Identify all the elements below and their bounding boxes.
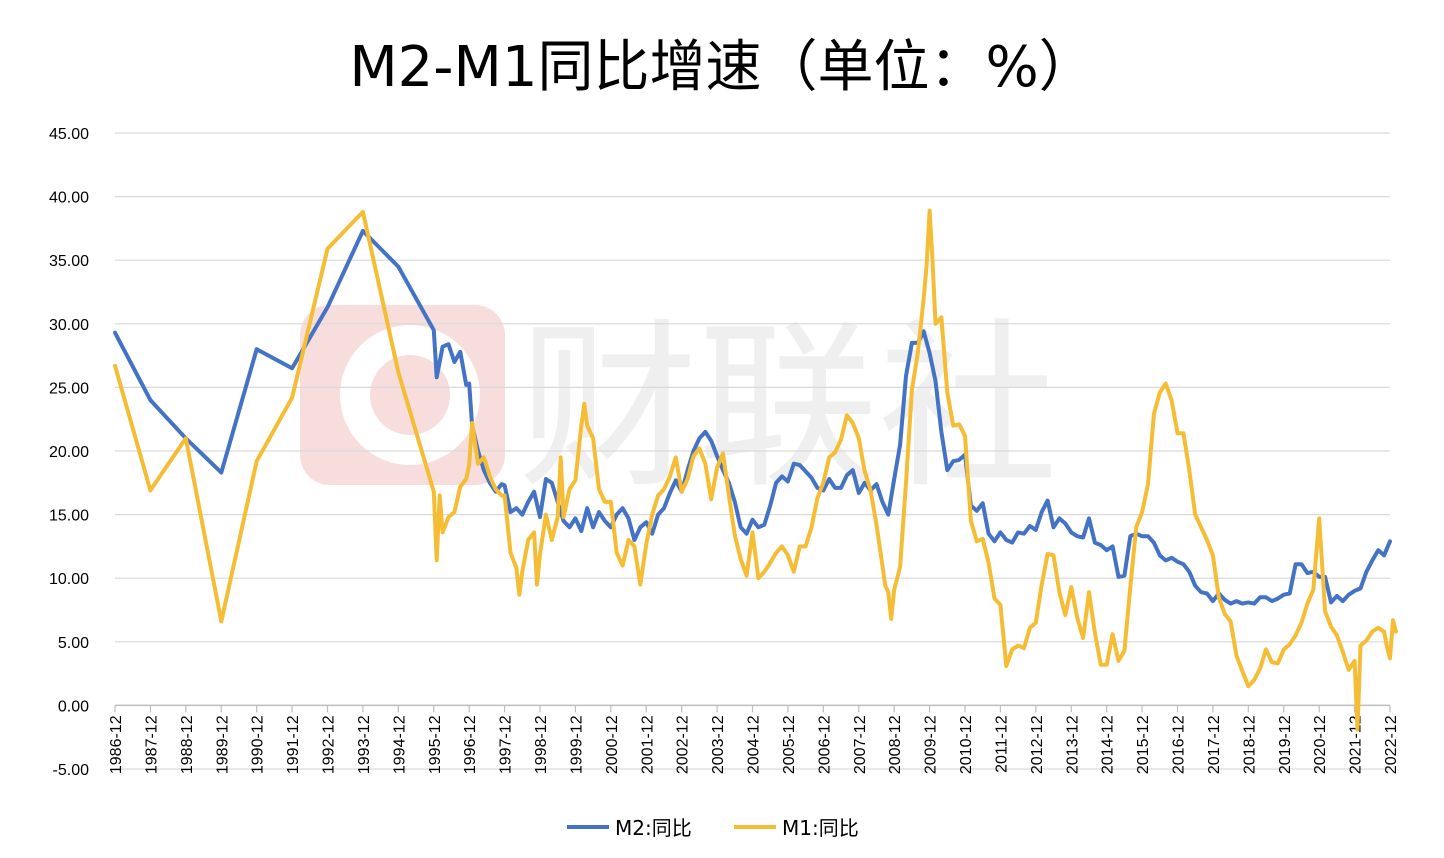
y-tick-label: 5.00 <box>58 635 89 652</box>
x-tick-label: 2012-12 <box>1029 715 1046 774</box>
x-tick-label: 2016-12 <box>1171 715 1188 774</box>
x-tick-label: 2001-12 <box>639 715 656 774</box>
x-tick-label: 1990-12 <box>250 715 267 774</box>
x-tick-label: 1992-12 <box>321 715 338 774</box>
x-tick-label: 2000-12 <box>604 715 621 774</box>
legend: M2:同比 M1:同比 <box>567 816 859 840</box>
y-tick-label: -5.00 <box>53 762 90 779</box>
x-tick-label: 1989-12 <box>214 715 231 774</box>
y-tick-label: 10.00 <box>49 571 89 588</box>
x-tick-label: 2015-12 <box>1135 715 1152 774</box>
x-axis: 1986-12 1987-12 1988-12 1989-12 1990-12 1991-… <box>108 704 1400 774</box>
x-tick-label: 2021-12 <box>1348 715 1365 774</box>
x-tick-label: 1996-12 <box>462 715 479 774</box>
x-tick-label: 1993-12 <box>356 715 373 774</box>
gridlines <box>115 132 1390 770</box>
x-tick-label: 1995-12 <box>427 715 444 774</box>
x-tick-label: 2019-12 <box>1277 715 1294 774</box>
y-tick-label: 45.00 <box>49 126 89 143</box>
x-tick-label: 1997-12 <box>498 715 515 774</box>
x-tick-label: 2004-12 <box>746 715 763 774</box>
x-tick-label: 2009-12 <box>923 715 940 774</box>
x-tick-label: 2018-12 <box>1241 715 1258 774</box>
x-tick-label: 2011-12 <box>993 715 1010 773</box>
y-tick-label: 40.00 <box>49 190 89 207</box>
y-tick-label: 0.00 <box>58 698 89 715</box>
y-tick-label: 35.00 <box>49 253 89 270</box>
series-line-m1 <box>113 208 1398 732</box>
x-tick-label: 2017-12 <box>1206 715 1223 774</box>
y-tick-label: 25.00 <box>49 380 89 397</box>
series-lines <box>113 208 1398 732</box>
chart-title: M2-M1同比增速（单位：%） <box>349 35 1095 100</box>
x-tick-label: 1986-12 <box>108 715 125 774</box>
y-tick-label: 15.00 <box>49 508 89 525</box>
legend-label: M1:同比 <box>782 816 859 840</box>
x-tick-label: 2007-12 <box>852 715 869 774</box>
x-tick-label: 2010-12 <box>958 715 975 774</box>
x-tick-label: 2008-12 <box>887 715 904 774</box>
y-tick-label: 20.00 <box>49 444 89 461</box>
x-tick-label: 2003-12 <box>710 715 727 774</box>
x-tick-label: 1999-12 <box>568 715 585 774</box>
x-tick-label: 1998-12 <box>533 715 550 774</box>
x-tick-label: 1987-12 <box>143 715 160 774</box>
watermark-logo-ring <box>340 325 480 465</box>
x-tick-label: 1988-12 <box>179 715 196 774</box>
x-tick-label: 2022-12 <box>1383 715 1400 774</box>
x-tick-label: 2002-12 <box>675 715 692 774</box>
legend-label: M2:同比 <box>615 816 692 840</box>
y-tick-label: 30.00 <box>49 317 89 334</box>
y-axis-ticks: 45.00 40.00 35.00 30.00 25.00 20.00 15.00 10.00… <box>49 126 89 779</box>
x-tick-label: 2005-12 <box>781 715 798 774</box>
x-tick-label: 2020-12 <box>1312 715 1329 774</box>
x-tick-label: 1991-12 <box>285 715 302 774</box>
x-tick-label: 2006-12 <box>816 715 833 774</box>
x-tick-label: 2014-12 <box>1100 715 1117 774</box>
watermark-logo-box <box>300 305 505 485</box>
x-tick-label: 2013-12 <box>1064 715 1081 774</box>
x-tick-label: 1994-12 <box>391 715 408 774</box>
